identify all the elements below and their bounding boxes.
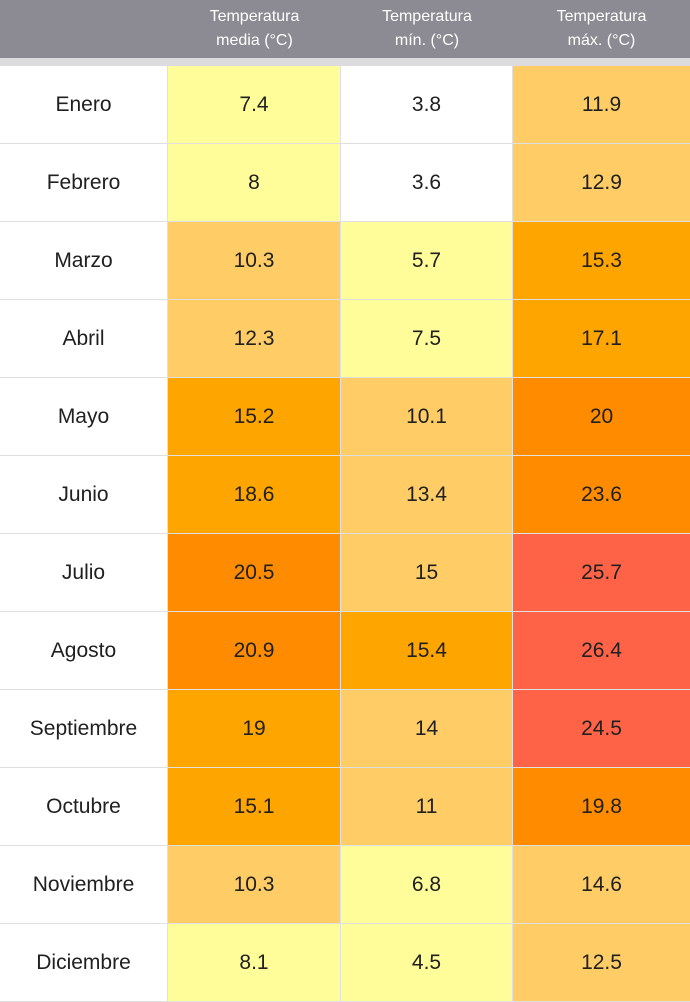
month-label: Enero (0, 66, 168, 144)
temp-min-cell: 13.4 (341, 456, 513, 534)
temp-max-cell: 19.8 (513, 768, 690, 846)
temp-max-cell: 11.9 (513, 66, 690, 144)
temp-min-cell: 11 (341, 768, 513, 846)
temp-media-cell: 19 (168, 690, 341, 768)
month-label: Diciembre (0, 924, 168, 1002)
header-temp-media: Temperatura media (°C) (168, 0, 341, 58)
temp-max-cell: 20 (513, 378, 690, 456)
temp-max-cell: 25.7 (513, 534, 690, 612)
temp-media-cell: 18.6 (168, 456, 341, 534)
temp-media-cell: 20.5 (168, 534, 341, 612)
temp-min-cell: 14 (341, 690, 513, 768)
temp-media-cell: 15.1 (168, 768, 341, 846)
temp-media-cell: 8 (168, 144, 341, 222)
month-label: Abril (0, 300, 168, 378)
temp-max-cell: 12.9 (513, 144, 690, 222)
month-label: Febrero (0, 144, 168, 222)
temp-min-cell: 5.7 (341, 222, 513, 300)
temp-media-cell: 10.3 (168, 846, 341, 924)
temp-min-cell: 15 (341, 534, 513, 612)
temp-media-cell: 7.4 (168, 66, 341, 144)
month-label: Marzo (0, 222, 168, 300)
temp-media-cell: 10.3 (168, 222, 341, 300)
temp-min-cell: 15.4 (341, 612, 513, 690)
temp-max-cell: 24.5 (513, 690, 690, 768)
month-label: Septiembre (0, 690, 168, 768)
header-separator (0, 58, 690, 66)
header-temp-min: Temperatura mín. (°C) (341, 0, 513, 58)
temp-min-cell: 3.6 (341, 144, 513, 222)
month-label: Noviembre (0, 846, 168, 924)
temp-max-cell: 12.5 (513, 924, 690, 1002)
temp-max-cell: 26.4 (513, 612, 690, 690)
month-label: Agosto (0, 612, 168, 690)
temp-min-cell: 7.5 (341, 300, 513, 378)
temp-max-cell: 17.1 (513, 300, 690, 378)
header-temp-max: Temperatura máx. (°C) (513, 0, 690, 58)
temp-media-cell: 8.1 (168, 924, 341, 1002)
month-label: Octubre (0, 768, 168, 846)
temp-max-cell: 23.6 (513, 456, 690, 534)
temp-min-cell: 3.8 (341, 66, 513, 144)
temp-min-cell: 10.1 (341, 378, 513, 456)
temp-min-cell: 4.5 (341, 924, 513, 1002)
temp-max-cell: 15.3 (513, 222, 690, 300)
header-month (0, 0, 168, 58)
temp-min-cell: 6.8 (341, 846, 513, 924)
month-label: Mayo (0, 378, 168, 456)
month-label: Junio (0, 456, 168, 534)
temp-media-cell: 20.9 (168, 612, 341, 690)
temp-media-cell: 15.2 (168, 378, 341, 456)
temp-media-cell: 12.3 (168, 300, 341, 378)
month-label: Julio (0, 534, 168, 612)
temp-max-cell: 14.6 (513, 846, 690, 924)
